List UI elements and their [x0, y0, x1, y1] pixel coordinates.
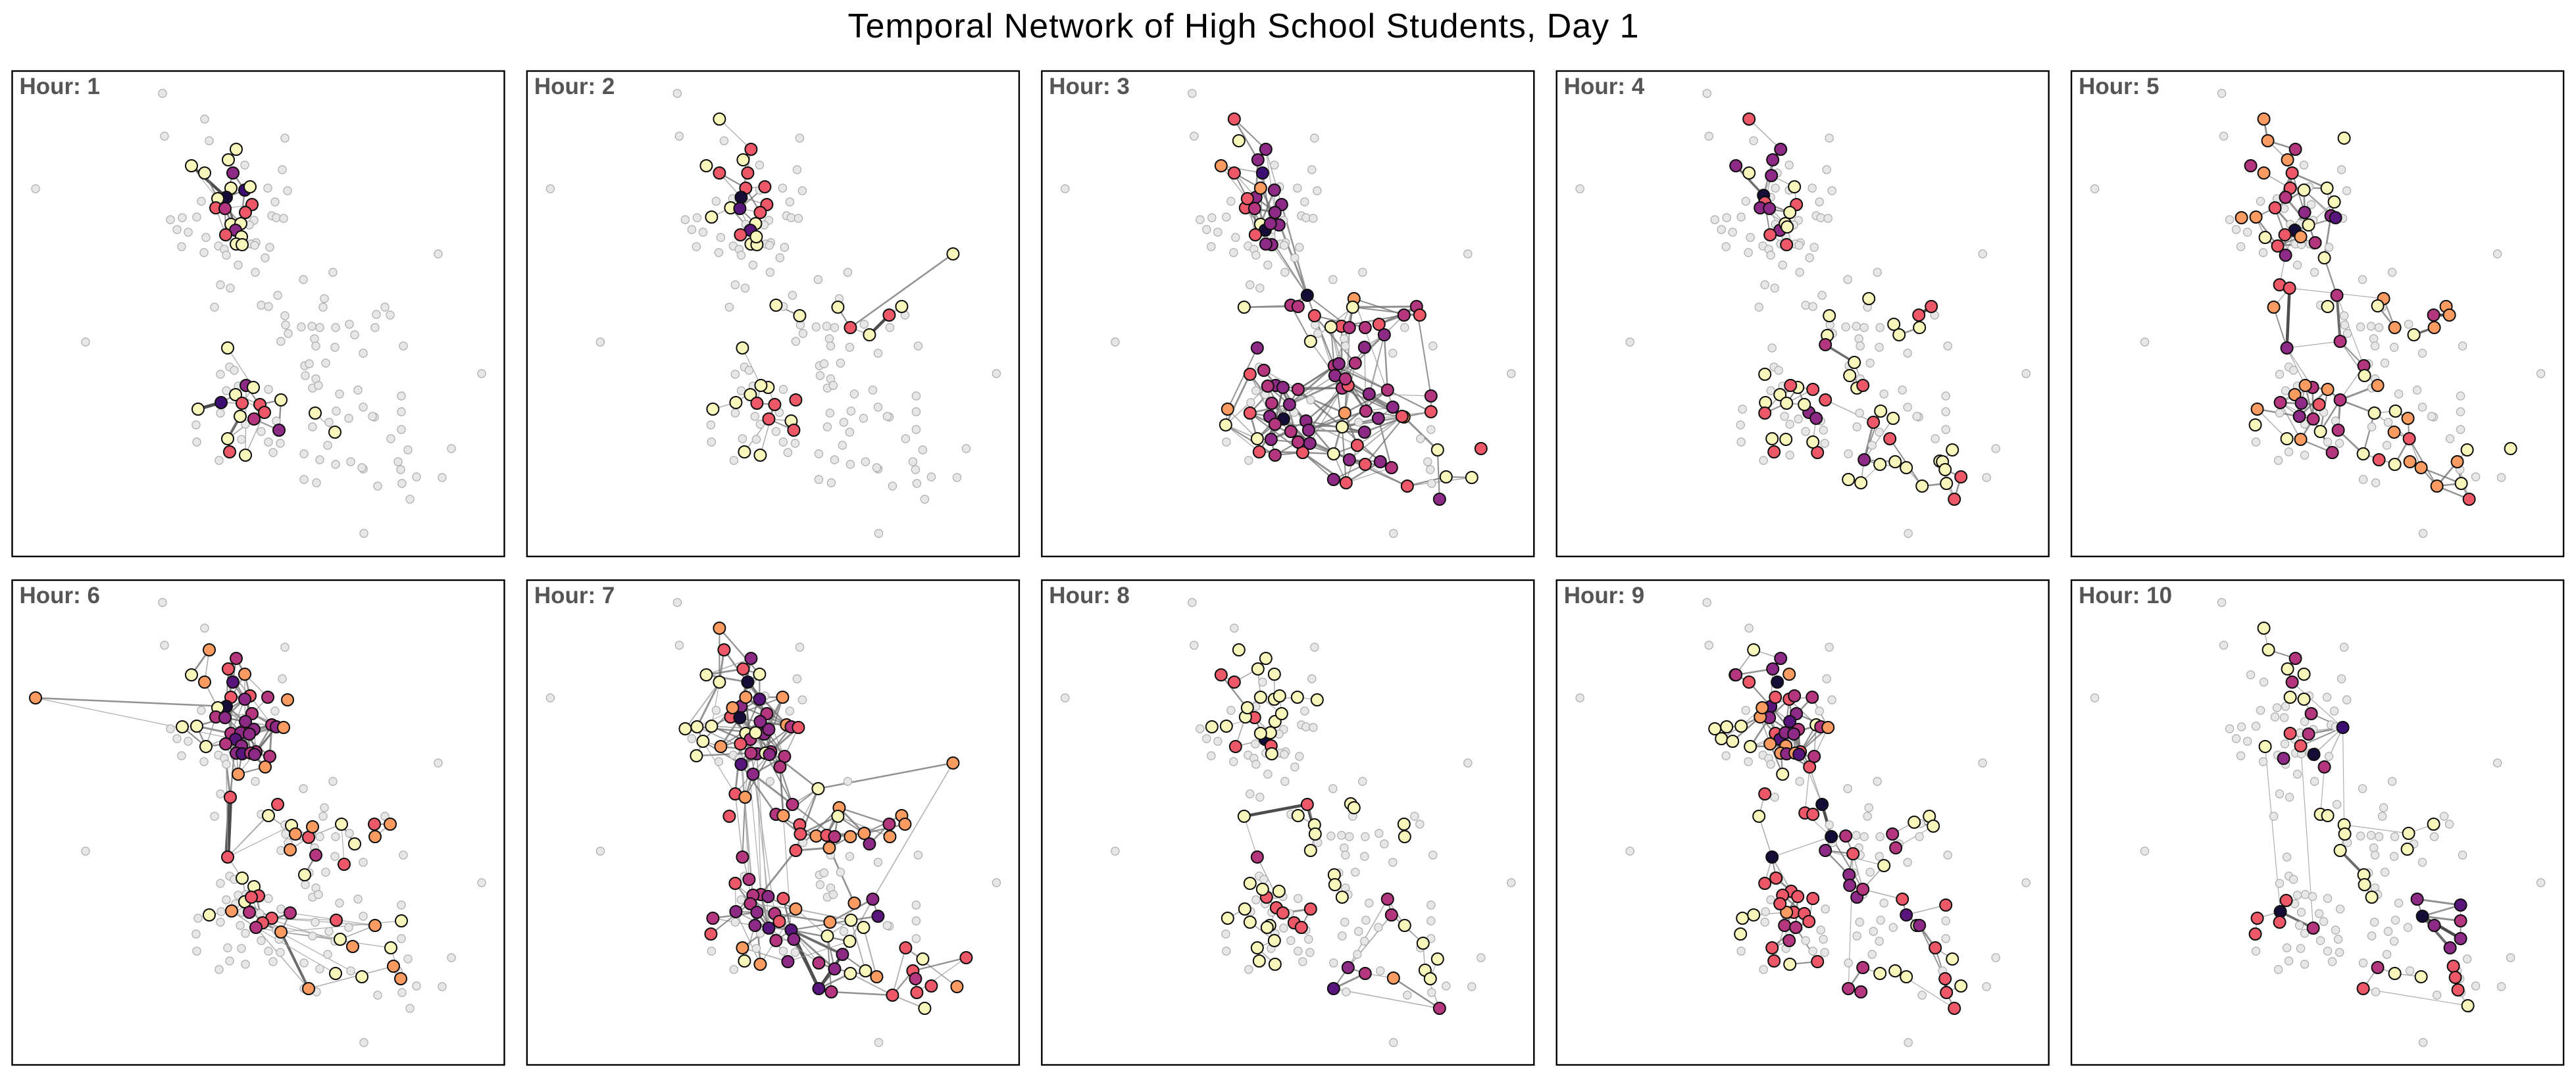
- svg-text:Hour: 7: Hour: 7: [534, 583, 615, 608]
- svg-text:Hour: 6: Hour: 6: [20, 583, 101, 608]
- svg-text:Hour: 10: Hour: 10: [2079, 583, 2172, 608]
- svg-text:Hour: 1: Hour: 1: [20, 74, 101, 99]
- svg-text:Hour: 3: Hour: 3: [1049, 74, 1130, 99]
- svg-text:Hour: 2: Hour: 2: [534, 74, 615, 99]
- svg-text:Hour: 9: Hour: 9: [1564, 583, 1645, 608]
- svg-text:Temporal Network of High Schoo: Temporal Network of High School Students…: [847, 7, 1639, 45]
- svg-text:Hour: 5: Hour: 5: [2079, 74, 2159, 99]
- svg-text:Hour: 8: Hour: 8: [1049, 583, 1130, 608]
- svg-text:Hour: 4: Hour: 4: [1564, 74, 1645, 99]
